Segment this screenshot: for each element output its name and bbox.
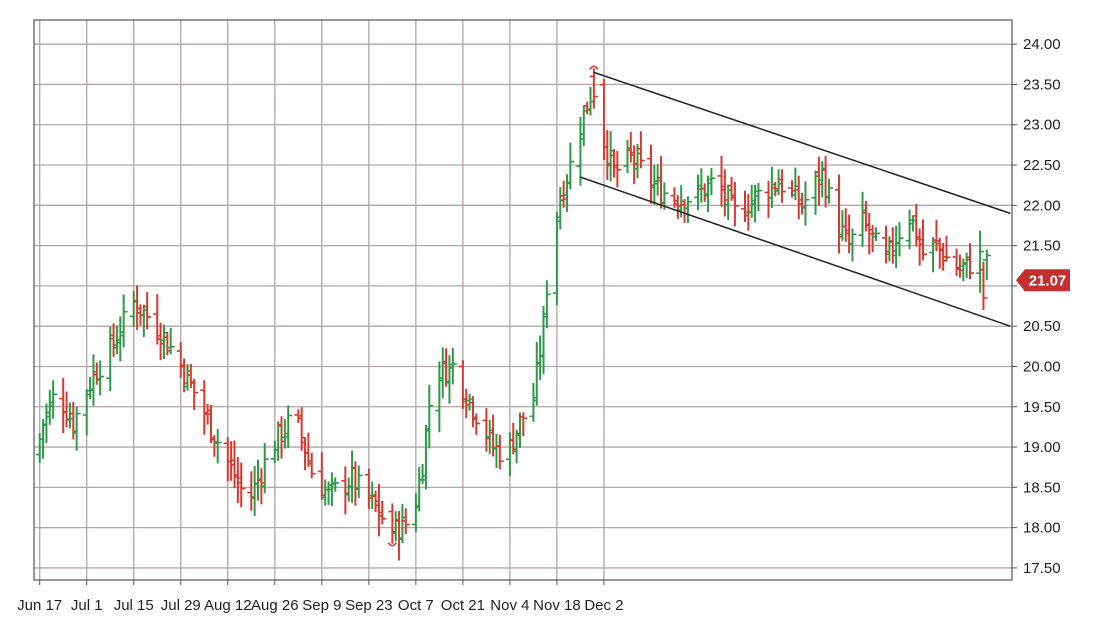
x-tick-label: Jul 29	[161, 597, 201, 614]
price-bar	[824, 178, 833, 204]
x-tick-label: Nov 4	[490, 597, 529, 614]
price-bar	[801, 181, 810, 226]
price-bar	[542, 280, 551, 329]
price-bar	[96, 360, 105, 396]
price-bar	[519, 412, 528, 437]
x-tick-label: Aug 12	[204, 597, 252, 614]
y-tick-label: 18.50	[1023, 479, 1061, 496]
price-bar	[566, 142, 575, 190]
x-tick-label: Sep 23	[345, 597, 393, 614]
y-tick-label: 19.00	[1023, 439, 1061, 456]
price-bar	[425, 384, 434, 449]
price-bar	[636, 131, 645, 169]
bar-cap	[387, 542, 398, 547]
x-tick-label: Oct 21	[441, 597, 485, 614]
price-bar	[976, 230, 985, 293]
y-tick-label: 24.00	[1023, 36, 1061, 53]
price-bar	[918, 219, 927, 261]
bars-layer	[35, 65, 991, 561]
x-tick-label: Jul 1	[71, 597, 103, 614]
price-bar	[942, 235, 951, 262]
price-bar	[213, 428, 222, 464]
channel-layer	[580, 71, 1011, 327]
price-bar	[166, 327, 175, 355]
grid-layer	[34, 20, 1012, 580]
price-bar	[401, 508, 410, 535]
y-tick-label: 21.50	[1023, 238, 1061, 255]
x-tick-label: Aug 26	[251, 597, 299, 614]
x-tick-label: Jun 17	[17, 597, 62, 614]
price-bar	[683, 196, 692, 223]
price-bar	[730, 182, 739, 227]
y-tick-label: 23.00	[1023, 117, 1061, 134]
x-tick-label: Sep 9	[302, 597, 341, 614]
price-bar	[331, 477, 340, 492]
price-bar	[848, 228, 857, 262]
x-tick-label: Nov 18	[533, 597, 581, 614]
plot-frame	[33, 19, 1013, 581]
price-bar	[966, 243, 975, 280]
price-bar	[284, 405, 293, 449]
price-bar	[589, 65, 599, 109]
y-tick-label: 19.50	[1023, 399, 1061, 416]
x-tick-label: Jul 15	[114, 597, 154, 614]
y-axis: 24.0023.5023.0022.5022.0021.5021.0020.50…	[1012, 36, 1061, 577]
last-price-badge	[1016, 269, 1070, 292]
y-tick-label: 22.00	[1023, 197, 1061, 214]
y-tick-label: 22.50	[1023, 157, 1061, 174]
price-bar	[190, 378, 199, 410]
x-tick-label: Dec 2	[584, 597, 623, 614]
price-bar	[982, 249, 991, 281]
price-bar	[49, 380, 58, 419]
price-bar	[495, 434, 504, 470]
y-tick-label: 17.50	[1023, 560, 1061, 577]
price-bar	[143, 292, 152, 330]
price-bar	[354, 465, 363, 498]
y-tick-label: 20.00	[1023, 358, 1061, 375]
price-bar	[613, 150, 622, 188]
price-bar	[72, 406, 81, 451]
price-bar	[871, 227, 880, 241]
price-bar	[754, 182, 763, 212]
price-bar	[979, 261, 988, 311]
last-price-marker: 21.07	[1016, 269, 1070, 292]
price-bar	[307, 452, 316, 479]
y-tick-label: 23.50	[1023, 76, 1061, 93]
x-tick-label: Oct 7	[398, 597, 434, 614]
bar-cap	[589, 65, 599, 70]
price-bar	[777, 169, 786, 203]
y-tick-label: 18.00	[1023, 520, 1061, 537]
price-bar	[119, 294, 128, 348]
price-bar	[260, 443, 269, 494]
price-bar	[707, 168, 716, 196]
price-bar	[660, 182, 669, 210]
price-bar	[378, 500, 387, 525]
price-bar	[895, 222, 904, 257]
price-bar	[237, 462, 246, 508]
y-tick-label: 20.50	[1023, 318, 1061, 335]
channel-upper-line	[593, 71, 1011, 215]
last-price-label: 21.07	[1029, 272, 1067, 289]
channel-lower-line	[580, 176, 1011, 327]
x-axis: Jun 17 Jul 1 Jul 15 Jul 29 Aug 12 Aug 26 Sep 9…	[17, 580, 624, 614]
price-bar	[472, 413, 481, 435]
price-bar	[448, 347, 457, 385]
